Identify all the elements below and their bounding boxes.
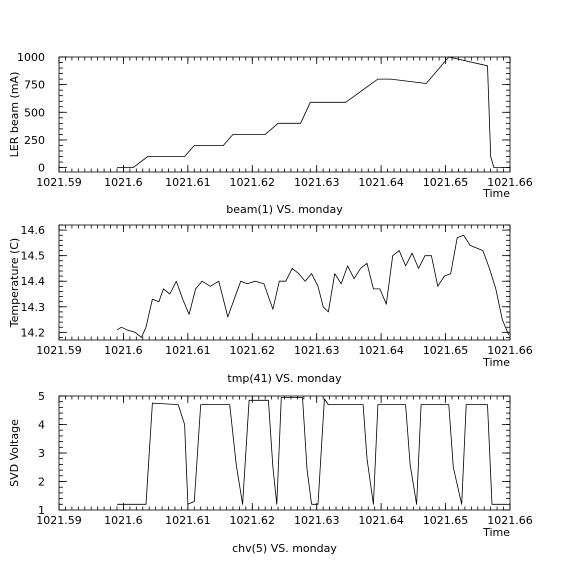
x-tick-label: 1021.66 xyxy=(487,176,533,189)
x-tick-label: 1021.64 xyxy=(358,344,404,357)
x-tick-label: 1021.65 xyxy=(423,344,469,357)
y-tick-label: 4 xyxy=(38,419,45,432)
x-tick-label: 1021.59 xyxy=(36,176,82,189)
x-tick-label: 1021.66 xyxy=(487,344,533,357)
y-tick-label: 1000 xyxy=(17,51,45,64)
y-axis-label: LER beam (mA) xyxy=(8,72,21,158)
y-tick-label: 500 xyxy=(24,106,45,119)
series-line xyxy=(116,234,510,338)
y-tick-label: 2 xyxy=(38,476,45,489)
x-tick-label: 1021.62 xyxy=(230,176,276,189)
y-tick-label: 750 xyxy=(24,79,45,92)
series-line xyxy=(117,396,507,505)
plot-frame xyxy=(58,395,511,511)
x-axis-label: Time xyxy=(482,526,510,539)
plot-temperature: 1021.59 1021.6 1021.61 1021.62 1021.63 1021.6… xyxy=(8,224,533,385)
y-tick-label: 3 xyxy=(38,447,45,460)
x-tick-label: 1021.62 xyxy=(230,514,276,527)
x-tick-label: 1021.63 xyxy=(294,514,340,527)
y-tick-label: 14.6 xyxy=(21,224,46,237)
x-tick-label: 1021.59 xyxy=(36,344,82,357)
x-tick-label: 1021.66 xyxy=(487,514,533,527)
x-tick-label: 1021.6 xyxy=(104,514,143,527)
x-tick-label: 1021.65 xyxy=(423,514,469,527)
y-tick-label: 14.4 xyxy=(21,275,46,288)
x-tick-label: 1021.61 xyxy=(165,344,211,357)
plot-caption: chv(5) VS. monday xyxy=(232,542,337,555)
series-line xyxy=(117,56,504,169)
plot-frame xyxy=(58,224,511,341)
x-tick-label: 1021.61 xyxy=(165,514,211,527)
x-tick-label: 1021.62 xyxy=(230,344,276,357)
plot-svd-voltage: 1021.59 1021.6 1021.61 1021.62 1021.63 1021.6… xyxy=(8,390,533,555)
x-tick-label: 1021.6 xyxy=(104,176,143,189)
x-tick-label: 1021.6 xyxy=(104,344,143,357)
x-tick-label: 1021.64 xyxy=(358,514,404,527)
x-axis-label: Time xyxy=(482,356,510,369)
y-tick-label: 14.3 xyxy=(21,301,46,314)
y-tick-label: 14.2 xyxy=(21,326,46,339)
plot-frame xyxy=(58,56,511,173)
y-axis-label: Temperature (C) xyxy=(8,238,21,328)
plot-ler-beam: 1021.59 1021.6 1021.61 1021.62 1021.63 1021.6… xyxy=(8,51,533,216)
y-tick-label: 0 xyxy=(38,162,45,175)
y-axis-label: SVD Voltage xyxy=(8,419,21,487)
y-tick-label: 1 xyxy=(38,504,45,517)
x-tick-label: 1021.64 xyxy=(358,176,404,189)
plot-caption: tmp(41) VS. monday xyxy=(227,372,342,385)
y-tick-label: 14.5 xyxy=(21,250,46,263)
x-axis-label: Time xyxy=(482,187,510,200)
x-tick-label: 1021.65 xyxy=(423,176,469,189)
x-tick-label: 1021.59 xyxy=(36,514,82,527)
x-tick-label: 1021.61 xyxy=(165,176,211,189)
plot-caption: beam(1) VS. monday xyxy=(226,203,343,216)
x-tick-label: 1021.63 xyxy=(294,176,340,189)
y-tick-label: 250 xyxy=(24,134,45,147)
x-tick-label: 1021.63 xyxy=(294,344,340,357)
y-tick-label: 5 xyxy=(38,390,45,403)
